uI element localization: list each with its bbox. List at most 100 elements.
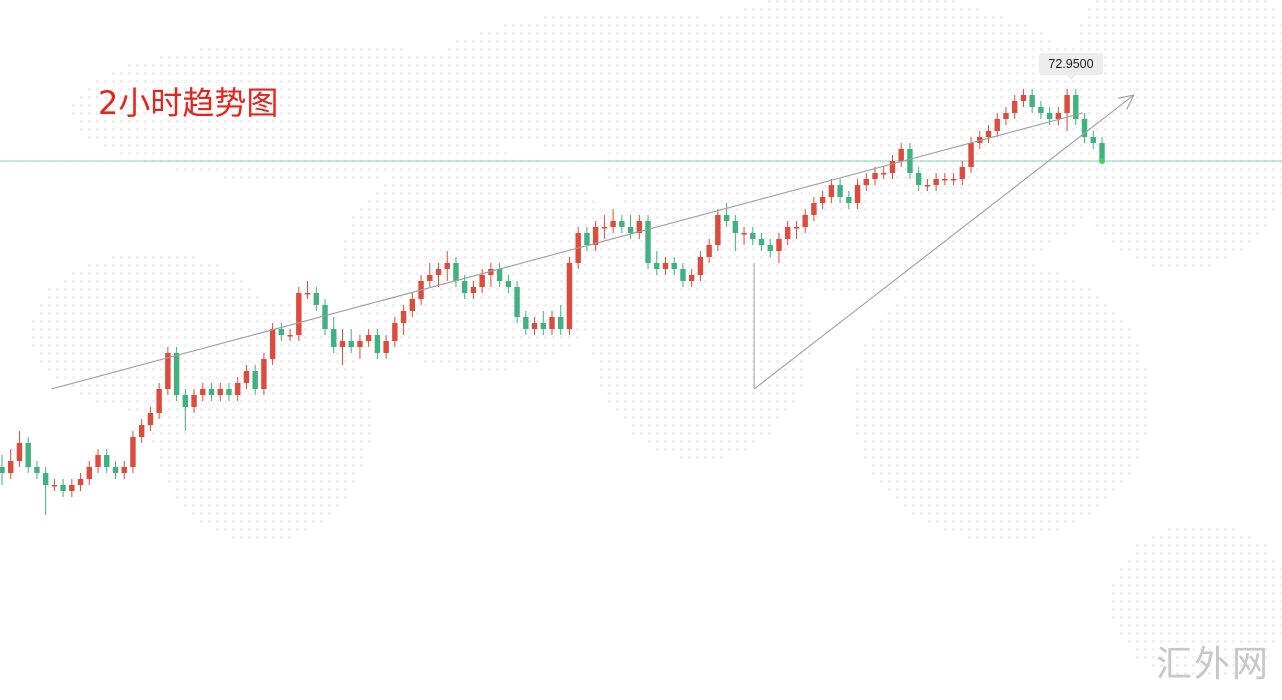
map-dot (464, 80, 467, 83)
map-dot (336, 448, 339, 451)
map-dot (536, 352, 539, 355)
map-dot (48, 304, 51, 307)
map-dot (728, 296, 731, 299)
map-dot (536, 224, 539, 227)
map-dot (896, 448, 899, 451)
map-dot (704, 368, 707, 371)
map-dot (376, 296, 379, 299)
map-dot (800, 64, 803, 67)
map-dot (816, 176, 819, 179)
map-dot (504, 352, 507, 355)
map-dot (648, 264, 651, 267)
map-dot (632, 96, 635, 99)
map-dot (328, 448, 331, 451)
map-dot (520, 88, 523, 91)
map-dot (456, 344, 459, 347)
map-dot (864, 120, 867, 123)
map-dot (256, 416, 259, 419)
map-dot (344, 480, 347, 483)
map-dot (712, 288, 715, 291)
map-dot (528, 48, 531, 51)
map-dot (720, 104, 723, 107)
map-dot (520, 136, 523, 139)
map-dot (456, 40, 459, 43)
map-dot (672, 256, 675, 259)
map-dot (784, 328, 787, 331)
map-dot (848, 64, 851, 67)
map-dot (688, 296, 691, 299)
map-dot (424, 184, 427, 187)
map-dot (544, 184, 547, 187)
map-dot (624, 200, 627, 203)
map-dot (672, 352, 675, 355)
map-dot (152, 104, 155, 107)
map-dot (664, 352, 667, 355)
map-dot (184, 440, 187, 443)
map-dot (384, 224, 387, 227)
map-dot (256, 136, 259, 139)
map-dot (704, 320, 707, 323)
map-dot (672, 112, 675, 115)
map-dot (496, 264, 499, 267)
map-dot (184, 152, 187, 155)
map-dot (888, 64, 891, 67)
map-dot (720, 64, 723, 67)
map-dot (728, 176, 731, 179)
map-dot (880, 8, 883, 11)
map-dot (224, 504, 227, 507)
map-dot (104, 376, 107, 379)
map-dot (688, 152, 691, 155)
map-dot (504, 96, 507, 99)
map-dot (904, 264, 907, 267)
map-dot (896, 200, 899, 203)
map-dot (160, 424, 163, 427)
map-dot (544, 120, 547, 123)
map-dot (232, 168, 235, 171)
map-dot (256, 512, 259, 515)
map-dot (232, 424, 235, 427)
map-dot (144, 312, 147, 315)
map-dot (888, 400, 891, 403)
map-dot (680, 440, 683, 443)
map-dot (888, 232, 891, 235)
map-dot (304, 488, 307, 491)
map-dot (136, 352, 139, 355)
map-dot (576, 216, 579, 219)
map-dot (352, 112, 355, 115)
map-dot (328, 368, 331, 371)
map-dot (344, 104, 347, 107)
map-dot (144, 72, 147, 75)
map-dot (216, 264, 219, 267)
map-dot (400, 304, 403, 307)
map-dot (312, 472, 315, 475)
map-dot (864, 376, 867, 379)
map-dot (480, 360, 483, 363)
map-dot (224, 512, 227, 515)
map-dot (488, 304, 491, 307)
map-dot (656, 336, 659, 339)
map-dot (912, 296, 915, 299)
map-dot (384, 192, 387, 195)
map-dot (296, 168, 299, 171)
map-dot (152, 120, 155, 123)
map-dot (504, 80, 507, 83)
map-dot (368, 208, 371, 211)
map-dot (800, 136, 803, 139)
map-dot (928, 384, 931, 387)
map-dot (344, 384, 347, 387)
map-dot (280, 496, 283, 499)
map-dot (208, 88, 211, 91)
map-dot (296, 128, 299, 131)
map-dot (864, 168, 867, 171)
map-dot (896, 344, 899, 347)
map-dot (776, 88, 779, 91)
map-dot (784, 32, 787, 35)
map-dot (656, 240, 659, 243)
map-dot (736, 360, 739, 363)
map-dot (664, 328, 667, 331)
map-dot (784, 0, 787, 3)
map-dot (936, 288, 939, 291)
map-dot (752, 64, 755, 67)
map-dot (424, 352, 427, 355)
map-dot (168, 272, 171, 275)
